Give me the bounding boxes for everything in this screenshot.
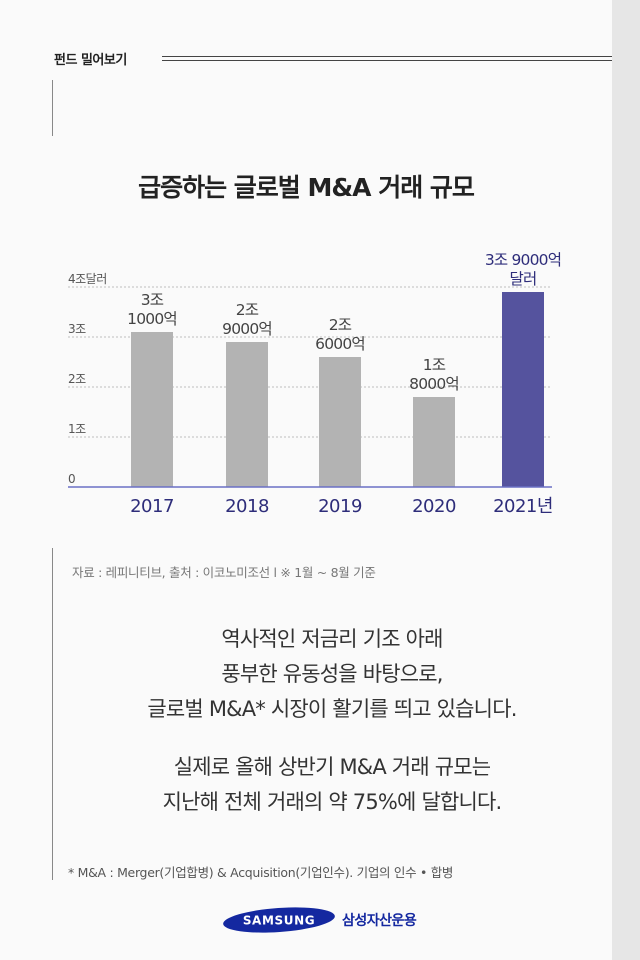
- samsung-logo: SAMSUNG: [223, 907, 335, 933]
- x-tick-label: 2017: [130, 496, 174, 517]
- y-tick-label: 4조달러: [68, 272, 107, 286]
- y-tick-label: 1조: [68, 422, 86, 436]
- bar-chart: 01조2조3조4조달러3조1000억20172조9000억20182조6000억…: [68, 251, 562, 517]
- bar: [413, 397, 455, 487]
- bar-value-label: 3조 9000억: [485, 251, 561, 269]
- bar-value-label: 달러: [510, 270, 537, 288]
- y-tick-label: 0: [68, 472, 75, 486]
- body-line: 글로벌 M&A* 시장이 활기를 띄고 있습니다.: [147, 697, 517, 721]
- bar: [319, 357, 361, 487]
- header-rule: [162, 56, 612, 61]
- x-tick-label: 2020: [412, 496, 456, 517]
- x-tick-label: 2018: [225, 496, 269, 517]
- side-strip: [612, 0, 640, 960]
- footnote: * M&A : Merger(기업합병) & Acquisition(기업인수)…: [68, 865, 454, 880]
- bar-value-label: 1000억: [127, 310, 177, 328]
- bar-value-label: 3조: [141, 291, 164, 309]
- x-tick-label: 2019: [318, 496, 362, 517]
- bar: [502, 292, 544, 487]
- body-paragraph-2: 실제로 올해 상반기 M&A 거래 규모는 지난해 전체 거래의 약 75%에 …: [0, 750, 640, 820]
- chart-title: 급증하는 글로벌 M&A 거래 규모: [138, 173, 475, 202]
- bar-value-label: 6000억: [315, 335, 365, 353]
- body-line: 풍부한 유동성을 바탕으로,: [221, 662, 443, 686]
- body-line: 실제로 올해 상반기 M&A 거래 규모는: [173, 755, 491, 779]
- section-label: 펀드 밀어보기: [54, 53, 127, 68]
- bar-value-label: 9000억: [222, 320, 272, 338]
- company-name: 삼성자산운용: [342, 913, 417, 929]
- body-line: 역사적인 저금리 기조 아래: [221, 627, 443, 651]
- y-tick-label: 2조: [68, 372, 86, 386]
- vertical-accent-line: [52, 80, 53, 136]
- bar-value-label: 2조: [236, 301, 259, 319]
- source-note: 자료 : 레피니티브, 출처 : 이코노미조선 l ※ 1월 ~ 8월 기준: [72, 565, 376, 580]
- body-line: 지난해 전체 거래의 약 75%에 달합니다.: [162, 790, 503, 814]
- bar-value-label: 2조: [329, 316, 352, 334]
- bar: [131, 332, 173, 487]
- svg-text:SAMSUNG: SAMSUNG: [243, 914, 315, 928]
- vertical-accent-line: [52, 548, 53, 880]
- bar-value-label: 1조: [423, 356, 446, 374]
- x-tick-label: 2021년: [493, 496, 553, 517]
- bar-value-label: 8000억: [409, 375, 459, 393]
- y-tick-label: 3조: [68, 322, 86, 336]
- bar: [226, 342, 268, 487]
- body-paragraph-1: 역사적인 저금리 기조 아래 풍부한 유동성을 바탕으로, 글로벌 M&A* 시…: [0, 622, 640, 727]
